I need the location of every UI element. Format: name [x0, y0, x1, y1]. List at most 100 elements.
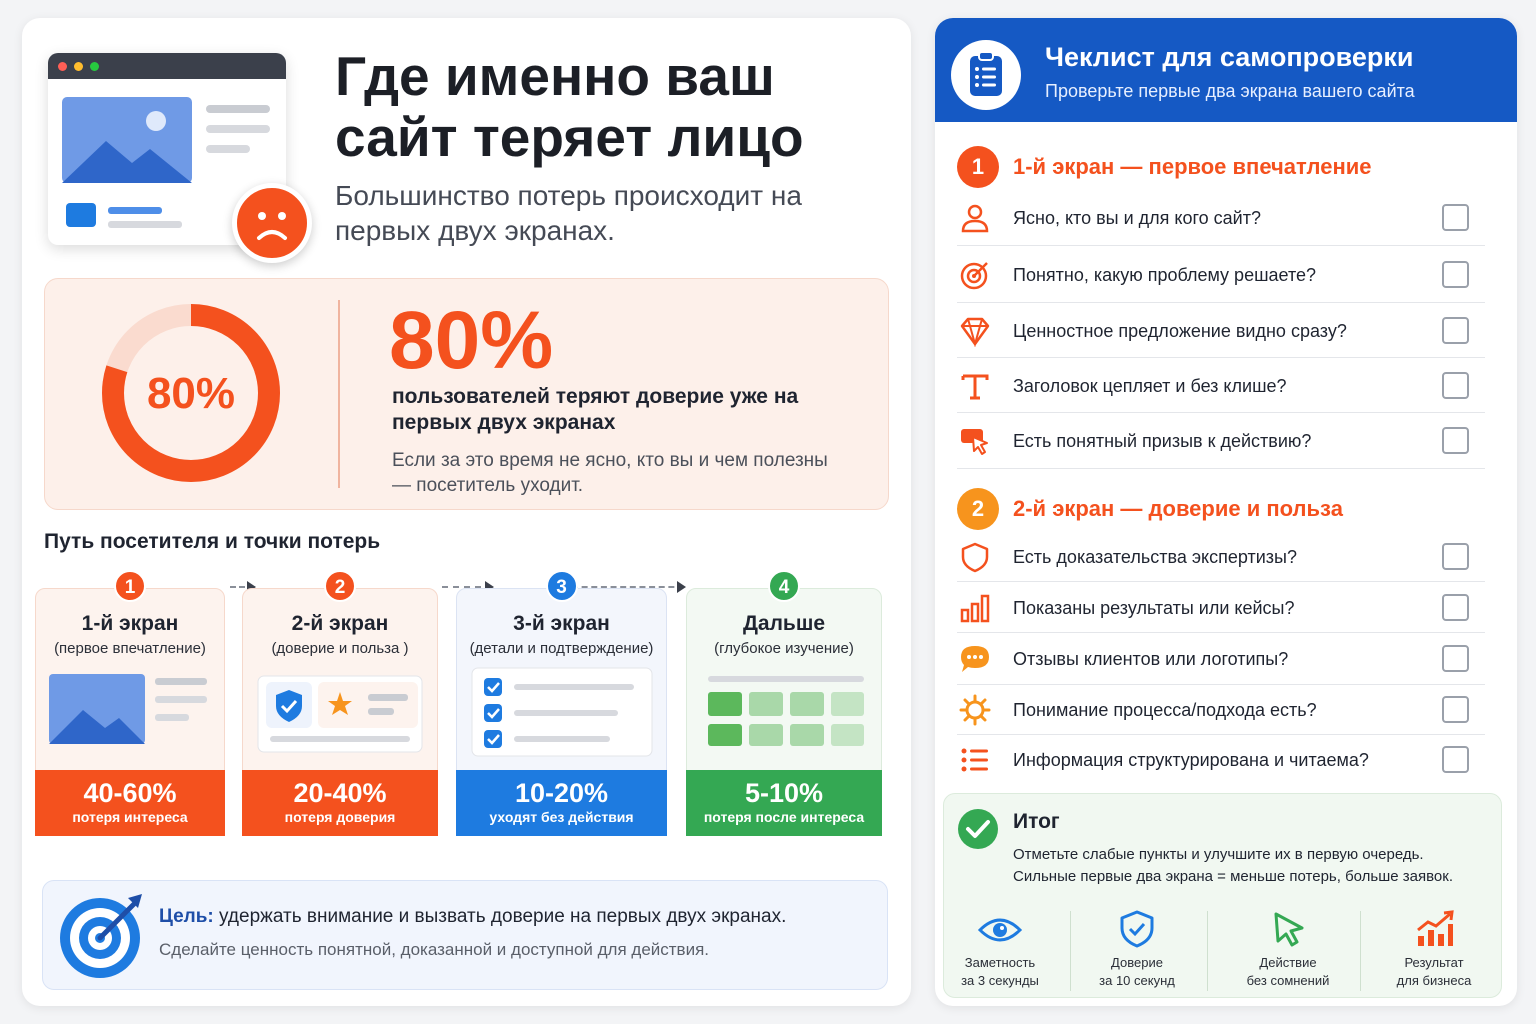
image-placeholder-icon	[62, 97, 270, 228]
checkbox[interactable]	[1442, 317, 1469, 344]
donut-label: 80%	[147, 369, 235, 418]
step-percent: 20-40%	[293, 778, 387, 808]
result-sublabel: за 3 секунды	[961, 973, 1039, 988]
goal-panel	[42, 880, 888, 990]
cursor-icon	[1274, 912, 1304, 947]
checklist-row: Ценностное предложение видно сразу?	[957, 303, 1485, 358]
result-label: Заметность	[964, 955, 1036, 970]
donut-chart: 80%	[102, 304, 280, 482]
step-footer: 20-40% потеря доверия	[242, 770, 438, 836]
result-sublabel: без сомнений	[1246, 973, 1330, 988]
checklist-item-text: Понятно, какую проблему решаете?	[1013, 265, 1317, 285]
step-number: 2	[324, 570, 356, 602]
clipboard-icon	[951, 40, 1021, 110]
summary-line: Отметьте слабые пункты и улучшите их в п…	[1013, 846, 1424, 863]
step-subtitle: (первое впечатление)	[54, 640, 206, 657]
target-icon	[60, 894, 142, 978]
checklist-row: Информация структурирована и читаема?	[957, 735, 1485, 785]
step-number: 1	[114, 570, 146, 602]
checklist-row: Понимание процесса/подхода есть?	[957, 685, 1485, 735]
journey-title: Путь посетителя и точки потерь	[44, 530, 381, 553]
trust-cards-icon	[257, 675, 423, 753]
stat-note: Если за это время не ясно, кто вы и чем …	[392, 450, 828, 496]
step-number: 4	[768, 570, 800, 602]
gear-icon	[959, 694, 991, 726]
checklist-row: Ясно, кто вы и для кого сайт?	[957, 192, 1485, 246]
checklist-item-text: Заголовок цепляет и без клише?	[1013, 376, 1287, 396]
result-label: Действие	[1259, 955, 1317, 970]
checklist-title: Чеклист для самопроверки	[1045, 42, 1414, 72]
goal-text: Цель: удержать внимание и вызвать довери…	[159, 906, 859, 928]
summary-title: Итог	[1013, 810, 1060, 833]
checklist-row: Показаны результаты или кейсы?	[957, 582, 1485, 633]
goal-label: Цель:	[159, 906, 214, 927]
checklist-item-text: Есть доказательства экспертизы?	[1013, 547, 1297, 567]
target-icon	[960, 262, 988, 290]
shield-icon	[961, 542, 989, 573]
checkbox[interactable]	[1442, 746, 1469, 773]
step-subtitle: (глубокое изучение)	[714, 640, 854, 657]
checkbox[interactable]	[1442, 204, 1469, 231]
arrow-icon	[572, 581, 686, 593]
browser-illustration	[48, 53, 286, 245]
result-visibility: Заметность за 3 секунды	[935, 910, 1065, 988]
checklist-row: Отзывы клиентов или логотипы?	[957, 633, 1485, 685]
infographic-card: Где именно ваш сайт теряет лицо Большинс…	[22, 18, 911, 1006]
text-icon	[961, 374, 989, 400]
growth-chart-icon	[1417, 910, 1454, 946]
step-footer: 10-20% уходят без действия	[456, 770, 667, 836]
summary-line: Сильные первые два экрана = меньше потер…	[1013, 868, 1454, 885]
list-icon	[961, 748, 988, 772]
checkbox[interactable]	[1442, 594, 1469, 621]
journey-step-2: 2 2-й экран (доверие и польза ) 20-40% п…	[242, 570, 438, 836]
divider	[1360, 911, 1361, 991]
checkbox[interactable]	[1442, 696, 1469, 723]
diamond-icon	[960, 317, 990, 347]
step-subtitle: (детали и подтверждение)	[469, 640, 654, 657]
step-percent: 10-20%	[514, 778, 609, 808]
step-label: потеря после интереса	[703, 809, 865, 825]
content-grid-icon	[708, 676, 864, 746]
checkbox[interactable]	[1442, 261, 1469, 288]
journey-step-3: 3 3-й экран (детали и подтверждение) 10-…	[456, 570, 667, 836]
window-dot-icon	[90, 62, 99, 71]
checklist-item-text: Информация структурирована и читаема?	[1013, 750, 1369, 770]
step-percent: 40-60%	[83, 778, 177, 808]
browser-toolbar	[48, 53, 286, 79]
checkbox[interactable]	[1442, 427, 1469, 454]
goal-body: удержать внимание и вызвать доверие на п…	[213, 906, 787, 927]
step-title: 2-й экран	[291, 612, 389, 635]
checklist-item-text: Показаны результаты или кейсы?	[1013, 598, 1295, 618]
goal-subtext: Сделайте ценность понятной, доказанной и…	[159, 940, 710, 959]
section-title: 1-й экран — первое впечатление	[1013, 154, 1372, 179]
checkbox[interactable]	[1442, 645, 1469, 672]
checklist-item-text: Есть понятный призыв к действию?	[1013, 431, 1312, 451]
checklist-row: Есть доказательства экспертизы?	[957, 532, 1485, 582]
checklist-item-text: Ценностное предложение видно сразу?	[1013, 321, 1347, 341]
stat-main-text: пользователей теряют доверие уже на перв…	[392, 385, 799, 434]
step-label: потеря интереса	[72, 809, 188, 825]
donut-value-arc	[102, 304, 280, 482]
cursor-click-icon	[961, 429, 988, 455]
journey-step-4: 4 Дальше (глубокое изучение) 5-10% потер…	[686, 570, 882, 836]
checklist-card: Чеклист для самопроверки Проверьте первы…	[935, 18, 1517, 1006]
result-label: Доверие	[1111, 955, 1163, 970]
window-dot-icon	[58, 62, 67, 71]
step-title: 1-й экран	[81, 612, 179, 635]
step-number: 3	[545, 570, 578, 602]
arrow-icon	[442, 581, 494, 593]
step-label: потеря доверия	[284, 809, 396, 825]
result-sublabel: за 10 секунд	[1099, 973, 1175, 988]
checkbox[interactable]	[1442, 372, 1469, 399]
checklist-item-text: Ясно, кто вы и для кого сайт?	[1013, 208, 1261, 228]
result-label: Результат	[1404, 955, 1464, 970]
image-placeholder-icon	[49, 674, 207, 744]
user-icon	[961, 204, 989, 233]
step-title: 3-й экран	[513, 612, 610, 635]
checkbox[interactable]	[1442, 543, 1469, 570]
arrow-icon	[230, 581, 256, 593]
checklist-header	[935, 18, 1517, 122]
chat-bubble-icon	[961, 646, 989, 672]
result-business: Результат для бизнеса	[1369, 910, 1499, 988]
checklist-row: Понятно, какую проблему решаете?	[957, 247, 1485, 303]
